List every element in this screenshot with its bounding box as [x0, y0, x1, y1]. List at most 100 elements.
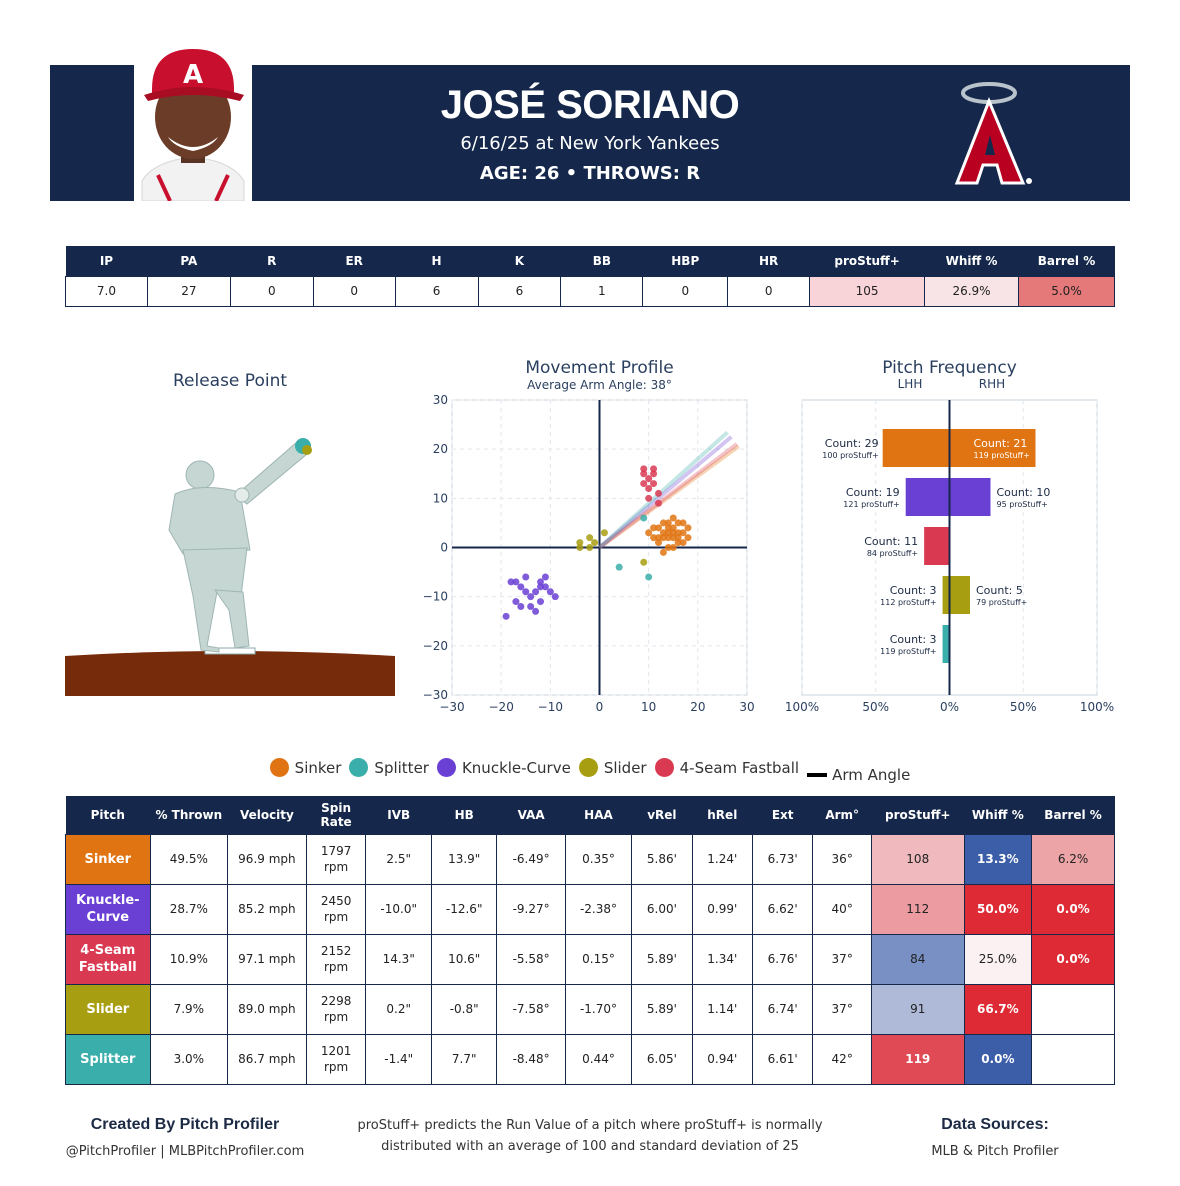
- movement-point: [669, 534, 677, 542]
- rhh-count-label: Count: 10: [997, 486, 1051, 499]
- x-tick-label: 20: [690, 700, 705, 714]
- movement-point: [640, 470, 648, 478]
- movement-point: [527, 603, 535, 610]
- legend-dot-icon: [269, 758, 289, 777]
- pitch-row: Slider 7.9% 89.0 mph 2298 rpm 0.2" -0.8" -7.58…: [65, 983, 1115, 1035]
- pitch-cell: 37°: [812, 983, 872, 1035]
- lhh-stuff-label: 119 proStuff+: [880, 647, 936, 656]
- stats-col-header: Barrel %: [1018, 246, 1115, 276]
- lhh-count-label: Count: 3: [890, 633, 937, 646]
- stats-cell: 1: [560, 275, 644, 307]
- pitch-col-header: Spin Rate: [306, 796, 366, 834]
- movement-point: [541, 583, 549, 591]
- pitch-cell: 66.7%: [963, 983, 1033, 1035]
- pitch-cell: 49.5%: [149, 833, 229, 885]
- movement-point: [669, 514, 677, 522]
- movement-point: [512, 598, 520, 606]
- movement-point: [522, 588, 530, 596]
- pitch-col-header: proStuff+: [871, 796, 965, 834]
- legend-label: 4-Seam Fastball: [679, 758, 800, 777]
- legend-item: Slider: [578, 758, 647, 777]
- release-point-dot: [302, 445, 312, 455]
- created-by: Created By Pitch Profiler: [90, 1116, 280, 1133]
- pitch-cell: 13.9": [430, 833, 498, 885]
- x-tick-label: 50%: [1010, 700, 1037, 714]
- pitch-cell: -0.8": [430, 983, 498, 1035]
- pitch-col-header: HAA: [565, 796, 632, 834]
- movement-point: [640, 465, 648, 473]
- pitch-cell: 10.6": [430, 933, 498, 985]
- pitch-cell: 112: [871, 883, 965, 935]
- movement-point: [679, 529, 687, 537]
- movement-point: [532, 607, 540, 615]
- pitch-cell: 1797 rpm: [305, 833, 367, 885]
- x-tick-label: −10: [538, 700, 563, 714]
- legend-dot-icon: [578, 758, 598, 777]
- movement-point: [576, 544, 584, 551]
- stats-col-header: proStuff+: [809, 246, 925, 276]
- pitch-name-cell: 4-Seam Fastball: [65, 933, 151, 985]
- y-tick-label: 30: [433, 393, 448, 407]
- stats-col-header: K: [478, 246, 561, 276]
- legend-item: Arm Angle: [807, 766, 910, 784]
- movement-point: [659, 548, 667, 556]
- movement-point: [507, 578, 515, 586]
- legend-dot-icon: [654, 758, 674, 777]
- lhh-count-label: Count: 29: [825, 437, 879, 450]
- stats-col-header: IP: [65, 246, 148, 276]
- rhh-bar: [949, 429, 1036, 467]
- pitch-col-header: HB: [431, 796, 497, 834]
- movement-point: [645, 485, 653, 492]
- lhh-count-label: Count: 19: [846, 486, 900, 499]
- lhh-bar: [882, 429, 950, 467]
- stats-cell: 0: [312, 275, 396, 307]
- cap-logo: A: [183, 60, 203, 90]
- arm-angle-line: [598, 435, 733, 550]
- movement-point: [664, 529, 672, 537]
- x-tick-label: −30: [439, 700, 464, 714]
- pitch-row: 4-Seam Fastball 10.9% 97.1 mph 2152 rpm 14.3…: [65, 933, 1115, 985]
- game-stats-table: IP PA R ER H K BB HBP HR proStuff+ Whiff % Barrel %…: [65, 246, 1116, 307]
- legend-label: Splitter: [374, 758, 429, 777]
- pitch-cell: -12.6": [430, 883, 498, 935]
- movement-point: [591, 539, 599, 547]
- pitching-rubber: [204, 647, 256, 655]
- pitch-cell: 2152 rpm: [305, 933, 367, 985]
- pitch-cell: 6.61': [751, 1033, 814, 1085]
- pitch-cell: 0.0%: [1031, 883, 1115, 935]
- movement-point: [669, 524, 677, 532]
- pitch-col-header: Velocity: [227, 796, 307, 834]
- pitch-cell: -7.58°: [496, 983, 566, 1035]
- movement-point: [684, 534, 692, 542]
- legend-item: Knuckle-Curve: [436, 758, 571, 777]
- pitch-cell: -6.49°: [496, 833, 566, 885]
- pitch-cell: 42°: [812, 1033, 872, 1085]
- y-tick-label: −10: [423, 590, 448, 604]
- pitch-cell: 6.76': [751, 933, 814, 985]
- stats-col-header: HBP: [642, 246, 728, 276]
- data-sources-title: Data Sources:: [941, 1116, 1049, 1133]
- movement-point: [650, 470, 658, 478]
- movement-profile-chart: −30 −20 −10 0 10 20 30 −30 −20 −10 0 10 20 30: [423, 393, 755, 714]
- pitch-col-header: vRel: [631, 796, 693, 834]
- movement-point: [655, 539, 662, 547]
- movement-point: [664, 534, 672, 542]
- player-name: JOSÉ SORIANO: [440, 83, 740, 127]
- lhh-bar: [942, 576, 950, 614]
- movement-point: [650, 480, 658, 488]
- pitch-col-header: Barrel %: [1031, 796, 1115, 834]
- pitch-cell: 5.86': [631, 833, 693, 885]
- movement-point: [640, 514, 648, 522]
- pitch-cell: -1.70°: [564, 983, 633, 1035]
- y-tick-label: −30: [423, 688, 448, 702]
- movement-point: [655, 499, 662, 507]
- pitch-cell: 119: [871, 1033, 965, 1085]
- movement-point: [576, 539, 584, 547]
- movement-point: [551, 593, 559, 601]
- movement-point: [517, 603, 525, 610]
- pitch-cell: -5.58°: [496, 933, 566, 985]
- y-tick-label: 0: [440, 541, 448, 555]
- movement-point: [537, 598, 544, 606]
- stats-cell: 0: [229, 275, 314, 307]
- pitch-cell: 5.89': [631, 983, 693, 1035]
